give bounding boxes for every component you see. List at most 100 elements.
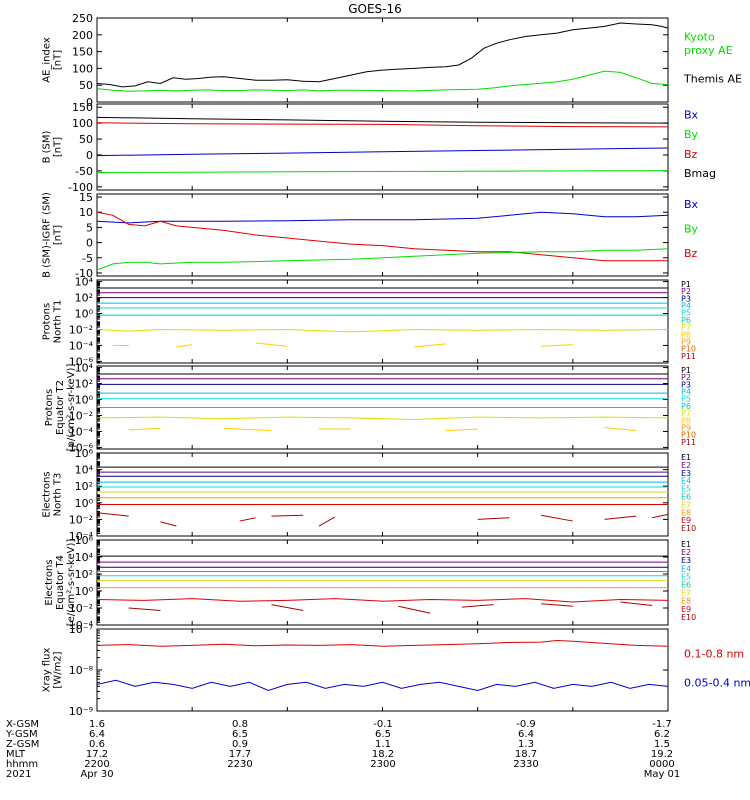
series-Kyoto proxy AE-line — [97, 70, 668, 92]
y-axis-label: B (SM) — [42, 130, 53, 163]
channel-label: P5 — [681, 395, 691, 404]
y-axis-label: Equator T2 — [55, 380, 66, 435]
x-row-value: Apr 30 — [80, 769, 113, 780]
x-axis-table: X-GSM 1.6 0.8 -0.1 -0.9 -1.7 Y-GSM 6.4 6.5 6.5 6.4… — [5, 719, 680, 780]
y-tick-label: 10⁶ — [75, 534, 94, 547]
panel-frame — [96, 452, 669, 537]
series-E9-segment — [128, 607, 161, 612]
x-row-value: 6.5 — [232, 729, 248, 740]
series-P8-segment — [414, 343, 446, 348]
series-E9-segment — [239, 517, 256, 522]
y-tick-label: -50 — [75, 165, 93, 178]
series-By-line — [97, 248, 668, 271]
channel-label: E6 — [681, 581, 691, 590]
y-axis-label: Electrons — [44, 559, 55, 605]
x-row-value: -0.1 — [373, 719, 393, 730]
x-row-label: MLT — [6, 749, 26, 760]
channel-label: E5 — [681, 485, 691, 494]
y-tick-label: -10 — [75, 267, 93, 280]
channel-label: P11 — [681, 352, 696, 361]
channel-label: P10 — [681, 431, 696, 440]
channel-label: P3 — [681, 380, 691, 389]
series-P8-segment — [604, 426, 637, 432]
x-row-value: 2230 — [227, 759, 252, 770]
channel-label: E10 — [681, 613, 696, 622]
series-label: By — [684, 222, 699, 235]
figure-title: GOES-16 — [348, 2, 402, 16]
y-axis-label: Electrons — [42, 471, 53, 517]
y-tick-label: 10² — [75, 480, 93, 493]
y-tick-label: 5 — [86, 221, 93, 234]
series-0.1-0.8 nm-line — [97, 639, 668, 647]
y-axis-label: Protons — [44, 389, 55, 426]
y-axis-label: Xray flux — [42, 648, 53, 693]
y-tick-label: 15 — [79, 191, 93, 204]
x-row-value: 0.8 — [232, 719, 248, 730]
series-P8-segment — [541, 344, 573, 347]
y-tick-label: 10⁰ — [75, 308, 94, 321]
x-row-value: 18.2 — [372, 749, 394, 760]
series-label: Kyoto — [684, 30, 715, 43]
channel-label: E6 — [681, 493, 691, 502]
x-row-value: 2300 — [370, 759, 395, 770]
y-tick-label: 100 — [72, 62, 93, 75]
channel-label: P7 — [681, 323, 691, 332]
channel-label: P9 — [681, 423, 691, 432]
series-E8-line — [97, 598, 668, 603]
x-row-value: 17.2 — [86, 749, 108, 760]
channel-label: E9 — [681, 516, 691, 525]
panel-frame — [96, 17, 669, 103]
series-P8-segment — [223, 427, 272, 432]
y-tick-label: 10² — [75, 378, 93, 391]
y-tick-label: 10⁴ — [75, 276, 94, 289]
panel-frame — [96, 103, 669, 191]
series-E9-segment — [318, 516, 336, 527]
y-tick-label: 10⁻⁷ — [69, 623, 93, 636]
series-E9-segment — [541, 603, 573, 607]
x-row-value: 6.4 — [518, 729, 534, 740]
channel-label: P4 — [681, 388, 691, 397]
y-tick-label: 150 — [72, 46, 93, 59]
x-row-value: 2200 — [84, 759, 109, 770]
x-row-value: 0.6 — [89, 739, 105, 750]
channel-label: P3 — [681, 294, 691, 303]
series-E9-segment — [477, 517, 510, 520]
x-row-value: 2330 — [513, 759, 538, 770]
series-P8-segment — [255, 342, 288, 347]
y-tick-label: 10⁴ — [75, 362, 94, 375]
y-tick-label: 10⁴ — [75, 551, 94, 564]
x-row-value: 6.2 — [654, 729, 670, 740]
x-row-value: 18.7 — [515, 749, 537, 760]
x-row-value: -0.9 — [516, 719, 536, 730]
x-row-value: 19.2 — [651, 749, 673, 760]
series-E9-segment — [604, 515, 637, 520]
series-label: Bx — [684, 108, 699, 121]
x-row-label: Y-GSM — [5, 729, 38, 740]
y-axis-label: [nT] — [53, 137, 64, 157]
y-tick-label: 10⁻⁸ — [69, 664, 94, 677]
y-tick-label: 50 — [79, 133, 93, 146]
channel-label: E2 — [681, 461, 691, 470]
channel-label: P1 — [681, 366, 691, 375]
y-tick-label: 10² — [75, 292, 93, 305]
y-axis-label: B (SM)-IGRF (SM) — [42, 192, 53, 278]
y-tick-label: 10⁴ — [75, 464, 94, 477]
series-group — [97, 373, 668, 432]
y-tick-label: 10⁻² — [69, 602, 93, 615]
y-axis-label: [nT] — [53, 50, 64, 70]
x-row-value: 1.1 — [375, 739, 391, 750]
panel-bsm: -100 -50 0 50 100 150 B (SM) [nT] Bx By Bz Bmag — [42, 101, 717, 194]
y-tick-label: 10⁻⁴ — [69, 339, 94, 352]
x-row-value: May 01 — [644, 769, 681, 780]
x-row-value: 1.3 — [518, 739, 534, 750]
series-label: By — [684, 128, 699, 141]
y-tick-label: 0 — [86, 96, 93, 109]
panel-frame — [96, 539, 669, 626]
series-E9-segment — [271, 604, 304, 612]
series-P8-segment — [128, 427, 161, 431]
x-row-label: Z-GSM — [6, 739, 39, 750]
series-E9-segment — [620, 601, 653, 606]
series-label: Bx — [684, 198, 699, 211]
